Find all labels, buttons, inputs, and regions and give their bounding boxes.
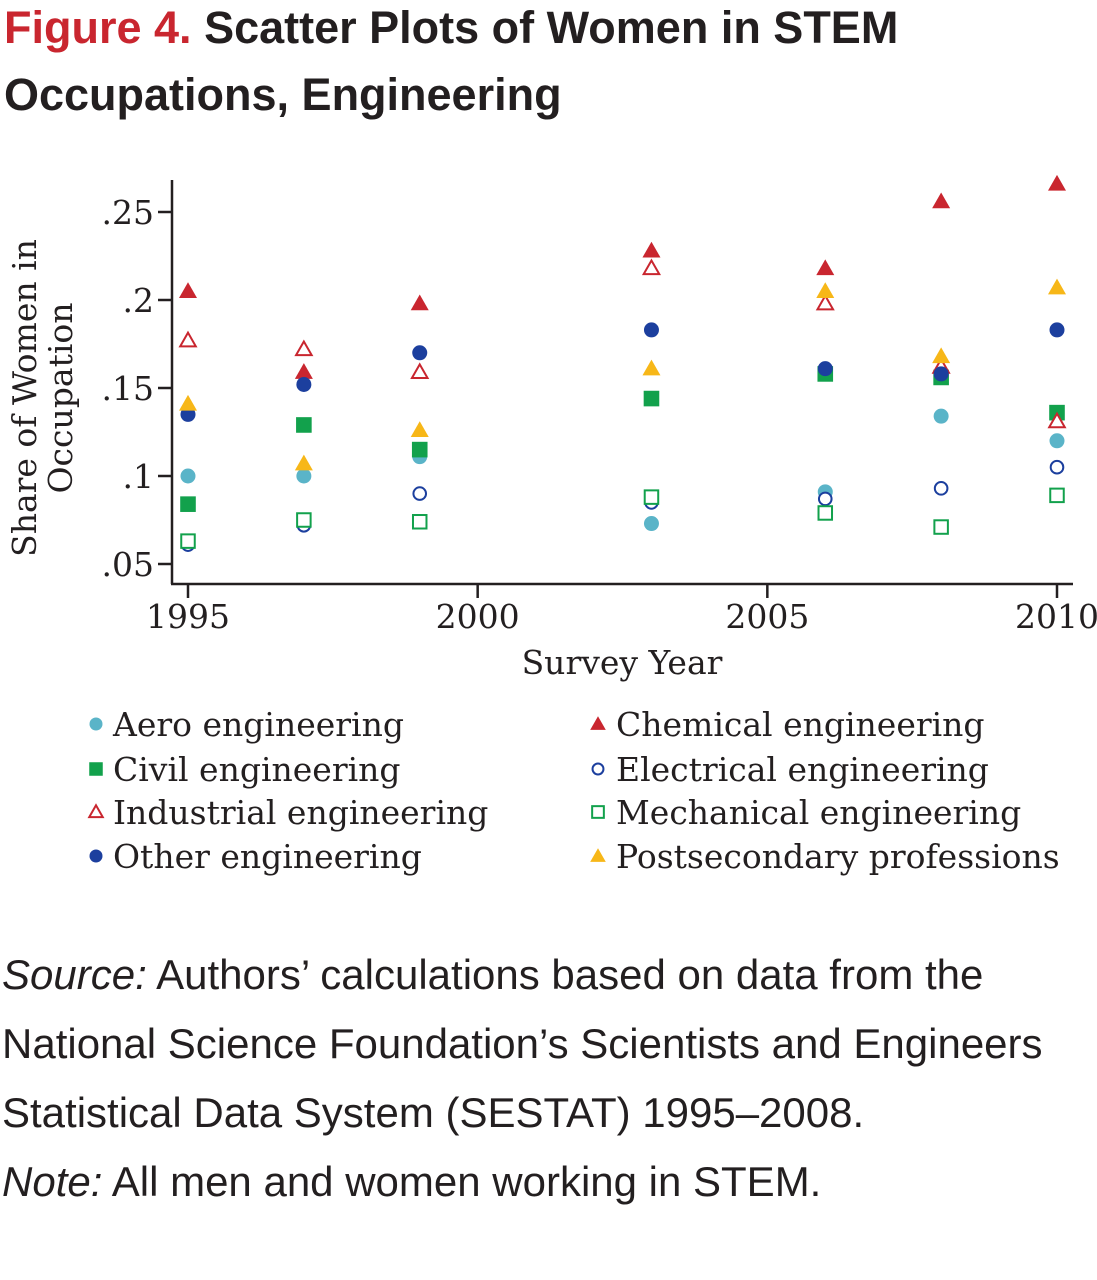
y-tick-label: .25 xyxy=(102,193,154,232)
point-mechanical-engineering xyxy=(643,489,660,505)
note: Note: All men and women working in STEM. xyxy=(2,1147,1092,1216)
point-postsecondary-professions xyxy=(932,347,951,364)
point-mechanical-engineering xyxy=(411,514,428,530)
axes xyxy=(158,180,1073,598)
figure-title-text: Scatter Plots of Women in STEM Occupatio… xyxy=(4,2,899,120)
point-other-engineering xyxy=(296,376,312,392)
data-points xyxy=(178,174,1067,552)
point-industrial-engineering xyxy=(410,362,430,380)
x-tick-label: 2005 xyxy=(725,597,809,636)
point-aero-engineering xyxy=(643,516,659,532)
point-other-engineering xyxy=(933,366,949,382)
y-axis-title: Share of Women inOccupation xyxy=(5,239,80,557)
point-mechanical-engineering xyxy=(180,533,196,549)
figure-label: Figure 4. xyxy=(4,2,192,53)
point-civil-engineering xyxy=(296,417,312,433)
legend-marker-aero-engineering xyxy=(89,717,103,731)
legend-marker-mechanical-engineering xyxy=(591,805,605,819)
point-chemical-engineering xyxy=(294,363,313,379)
point-aero-engineering xyxy=(1049,433,1065,449)
point-aero-engineering xyxy=(296,468,312,484)
tick-labels: .05 .1 .15 .2 .25 1995 2000 2005 2010 Survey Year… xyxy=(5,193,1097,682)
point-civil-engineering xyxy=(180,496,196,512)
legend-marker-civil-engineering xyxy=(89,762,103,776)
point-chemical-engineering xyxy=(410,294,429,311)
point-electrical-engineering xyxy=(817,491,833,507)
y-tick-label: .05 xyxy=(102,545,154,584)
point-electrical-engineering xyxy=(412,486,428,501)
point-chemical-engineering xyxy=(1048,174,1066,191)
x-tick-label: 2000 xyxy=(436,597,520,636)
legend-marker-other-engineering xyxy=(89,849,103,863)
scatter-chart: .05 .1 .15 .2 .25 1995 2000 2005 2010 Survey Year… xyxy=(5,174,1097,876)
point-chemical-engineering xyxy=(932,192,951,209)
point-industrial-engineering xyxy=(815,293,835,311)
x-tick-label: 1995 xyxy=(146,597,230,636)
legend-label-aero-engineering: Aero engineering xyxy=(112,705,404,744)
point-other-engineering xyxy=(1049,322,1065,338)
source-text: Authors’ calculations based on data from… xyxy=(2,951,1043,1136)
point-mechanical-engineering xyxy=(1049,487,1065,504)
point-other-engineering xyxy=(643,322,659,338)
point-postsecondary-professions xyxy=(816,282,835,298)
point-industrial-engineering xyxy=(294,339,314,357)
y-axis-title-line: Occupation xyxy=(41,302,80,493)
legend-label-other-engineering: Other engineering xyxy=(113,837,422,876)
point-electrical-engineering xyxy=(933,481,949,496)
y-axis-title-line: Share of Women in xyxy=(5,239,44,557)
point-mechanical-engineering xyxy=(817,505,834,521)
figure-notes: Source: Authors’ calculations based on d… xyxy=(2,940,1092,1216)
point-mechanical-engineering xyxy=(296,512,312,528)
point-other-engineering xyxy=(180,406,196,422)
legend-marker-electrical-engineering xyxy=(591,762,605,776)
y-tick-label: .2 xyxy=(123,281,155,320)
point-postsecondary-professions xyxy=(410,421,429,437)
legend-marker-chemical-engineering xyxy=(590,716,606,730)
point-postsecondary-professions xyxy=(1048,278,1066,295)
y-tick-label: .15 xyxy=(102,369,154,408)
legend-label-chemical-engineering: Chemical engineering xyxy=(616,705,985,744)
point-industrial-engineering xyxy=(641,258,661,276)
legend: Aero engineering Chemical engineering Civi… xyxy=(87,705,1060,876)
legend-marker-postsecondary-professions xyxy=(590,848,606,862)
x-tick-label: 2010 xyxy=(1015,597,1097,636)
source-note: Source: Authors’ calculations based on d… xyxy=(2,940,1092,1147)
point-mechanical-engineering xyxy=(933,519,949,535)
point-postsecondary-professions xyxy=(642,359,661,376)
note-text: All men and women working in STEM. xyxy=(102,1158,822,1205)
point-industrial-engineering xyxy=(1047,411,1067,429)
point-chemical-engineering xyxy=(816,259,835,276)
point-industrial-engineering xyxy=(178,330,198,348)
point-postsecondary-professions xyxy=(179,394,197,411)
y-tick-label: .1 xyxy=(123,457,155,496)
legend-label-civil-engineering: Civil engineering xyxy=(113,750,401,789)
point-chemical-engineering xyxy=(179,282,197,298)
point-postsecondary-professions xyxy=(294,454,313,471)
point-civil-engineering xyxy=(643,390,660,407)
legend-label-electrical-engineering: Electrical engineering xyxy=(616,750,989,789)
note-label: Note: xyxy=(2,1158,103,1205)
source-label: Source: xyxy=(2,951,147,998)
point-aero-engineering xyxy=(933,408,949,424)
point-other-engineering xyxy=(412,345,428,361)
point-other-engineering xyxy=(817,361,833,377)
point-chemical-engineering xyxy=(642,241,661,258)
point-aero-engineering xyxy=(180,468,196,484)
legend-marker-industrial-engineering xyxy=(87,803,105,819)
legend-label-mechanical-engineering: Mechanical engineering xyxy=(616,793,1021,832)
figure-title: Figure 4. Scatter Plots of Women in STEM… xyxy=(4,0,1084,128)
x-axis-title: Survey Year xyxy=(522,643,723,682)
legend-label-postsecondary-professions: Postsecondary professions xyxy=(616,837,1060,876)
point-civil-engineering xyxy=(411,441,428,458)
point-electrical-engineering xyxy=(1049,459,1065,475)
legend-label-industrial-engineering: Industrial engineering xyxy=(113,793,488,832)
